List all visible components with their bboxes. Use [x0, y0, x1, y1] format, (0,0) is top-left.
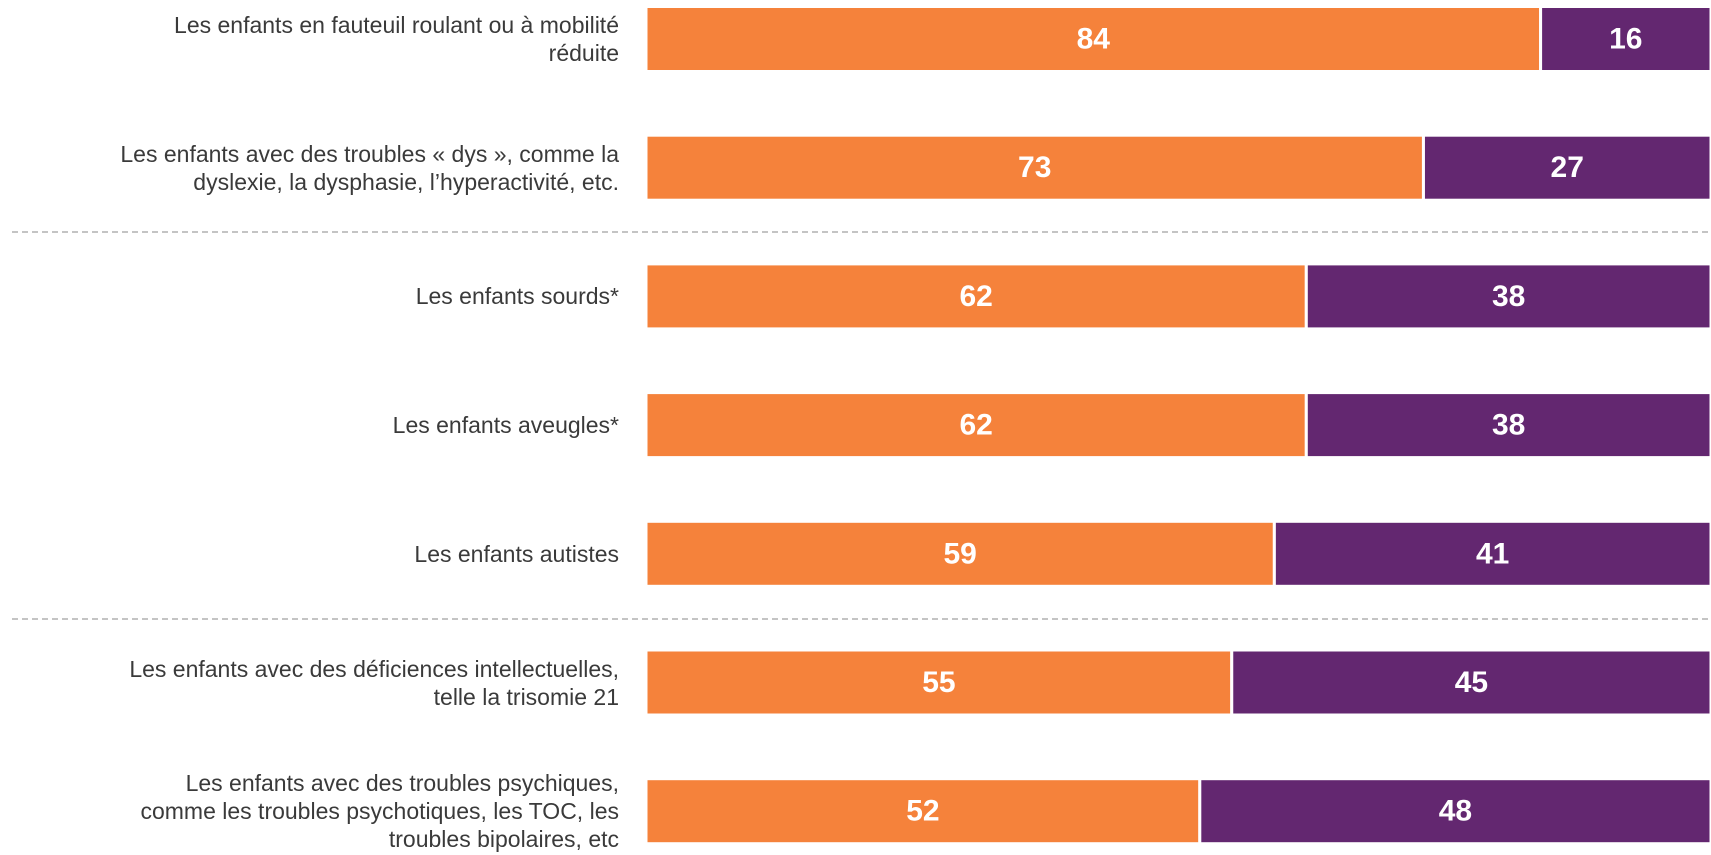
category-label: Les enfants avec des déficiences intelle… [129, 655, 619, 710]
bar-segment [1198, 777, 1711, 846]
value-label: 55 [922, 666, 955, 699]
bar-segment [644, 5, 1543, 73]
category-label: Les enfants en fauteuil roulant ou à mob… [174, 12, 619, 66]
value-label: 45 [1455, 666, 1488, 699]
bar-segment [644, 648, 1234, 717]
value-label: 62 [959, 280, 992, 313]
value-label: 73 [1018, 151, 1051, 184]
value-label: 52 [906, 795, 939, 828]
bar-segment [1304, 262, 1711, 331]
value-label: 41 [1476, 537, 1509, 570]
bar-segment [644, 391, 1308, 460]
bar-segment [644, 133, 1425, 202]
bar-segment [644, 262, 1308, 331]
category-label: Les enfants avec des troubles « dys », c… [120, 140, 619, 195]
value-label: 16 [1609, 23, 1642, 56]
value-label: 38 [1492, 409, 1525, 442]
bar-segment [1304, 391, 1711, 460]
bar-segment [644, 519, 1276, 588]
bar-segment [1539, 5, 1711, 73]
bar-segment [1421, 133, 1711, 202]
value-label: 59 [943, 537, 976, 570]
value-label: 38 [1492, 280, 1525, 313]
category-label: Les enfants avec des troubles psychiques… [140, 770, 619, 853]
category-label: Les enfants aveugles* [392, 412, 619, 439]
value-label: 84 [1077, 23, 1111, 56]
value-label: 27 [1551, 151, 1584, 184]
value-label: 48 [1439, 795, 1472, 828]
value-label: 62 [959, 409, 992, 442]
category-label: Les enfants autistes [414, 540, 619, 567]
bar-segment [1230, 648, 1711, 717]
category-label: Les enfants sourds* [415, 283, 619, 310]
